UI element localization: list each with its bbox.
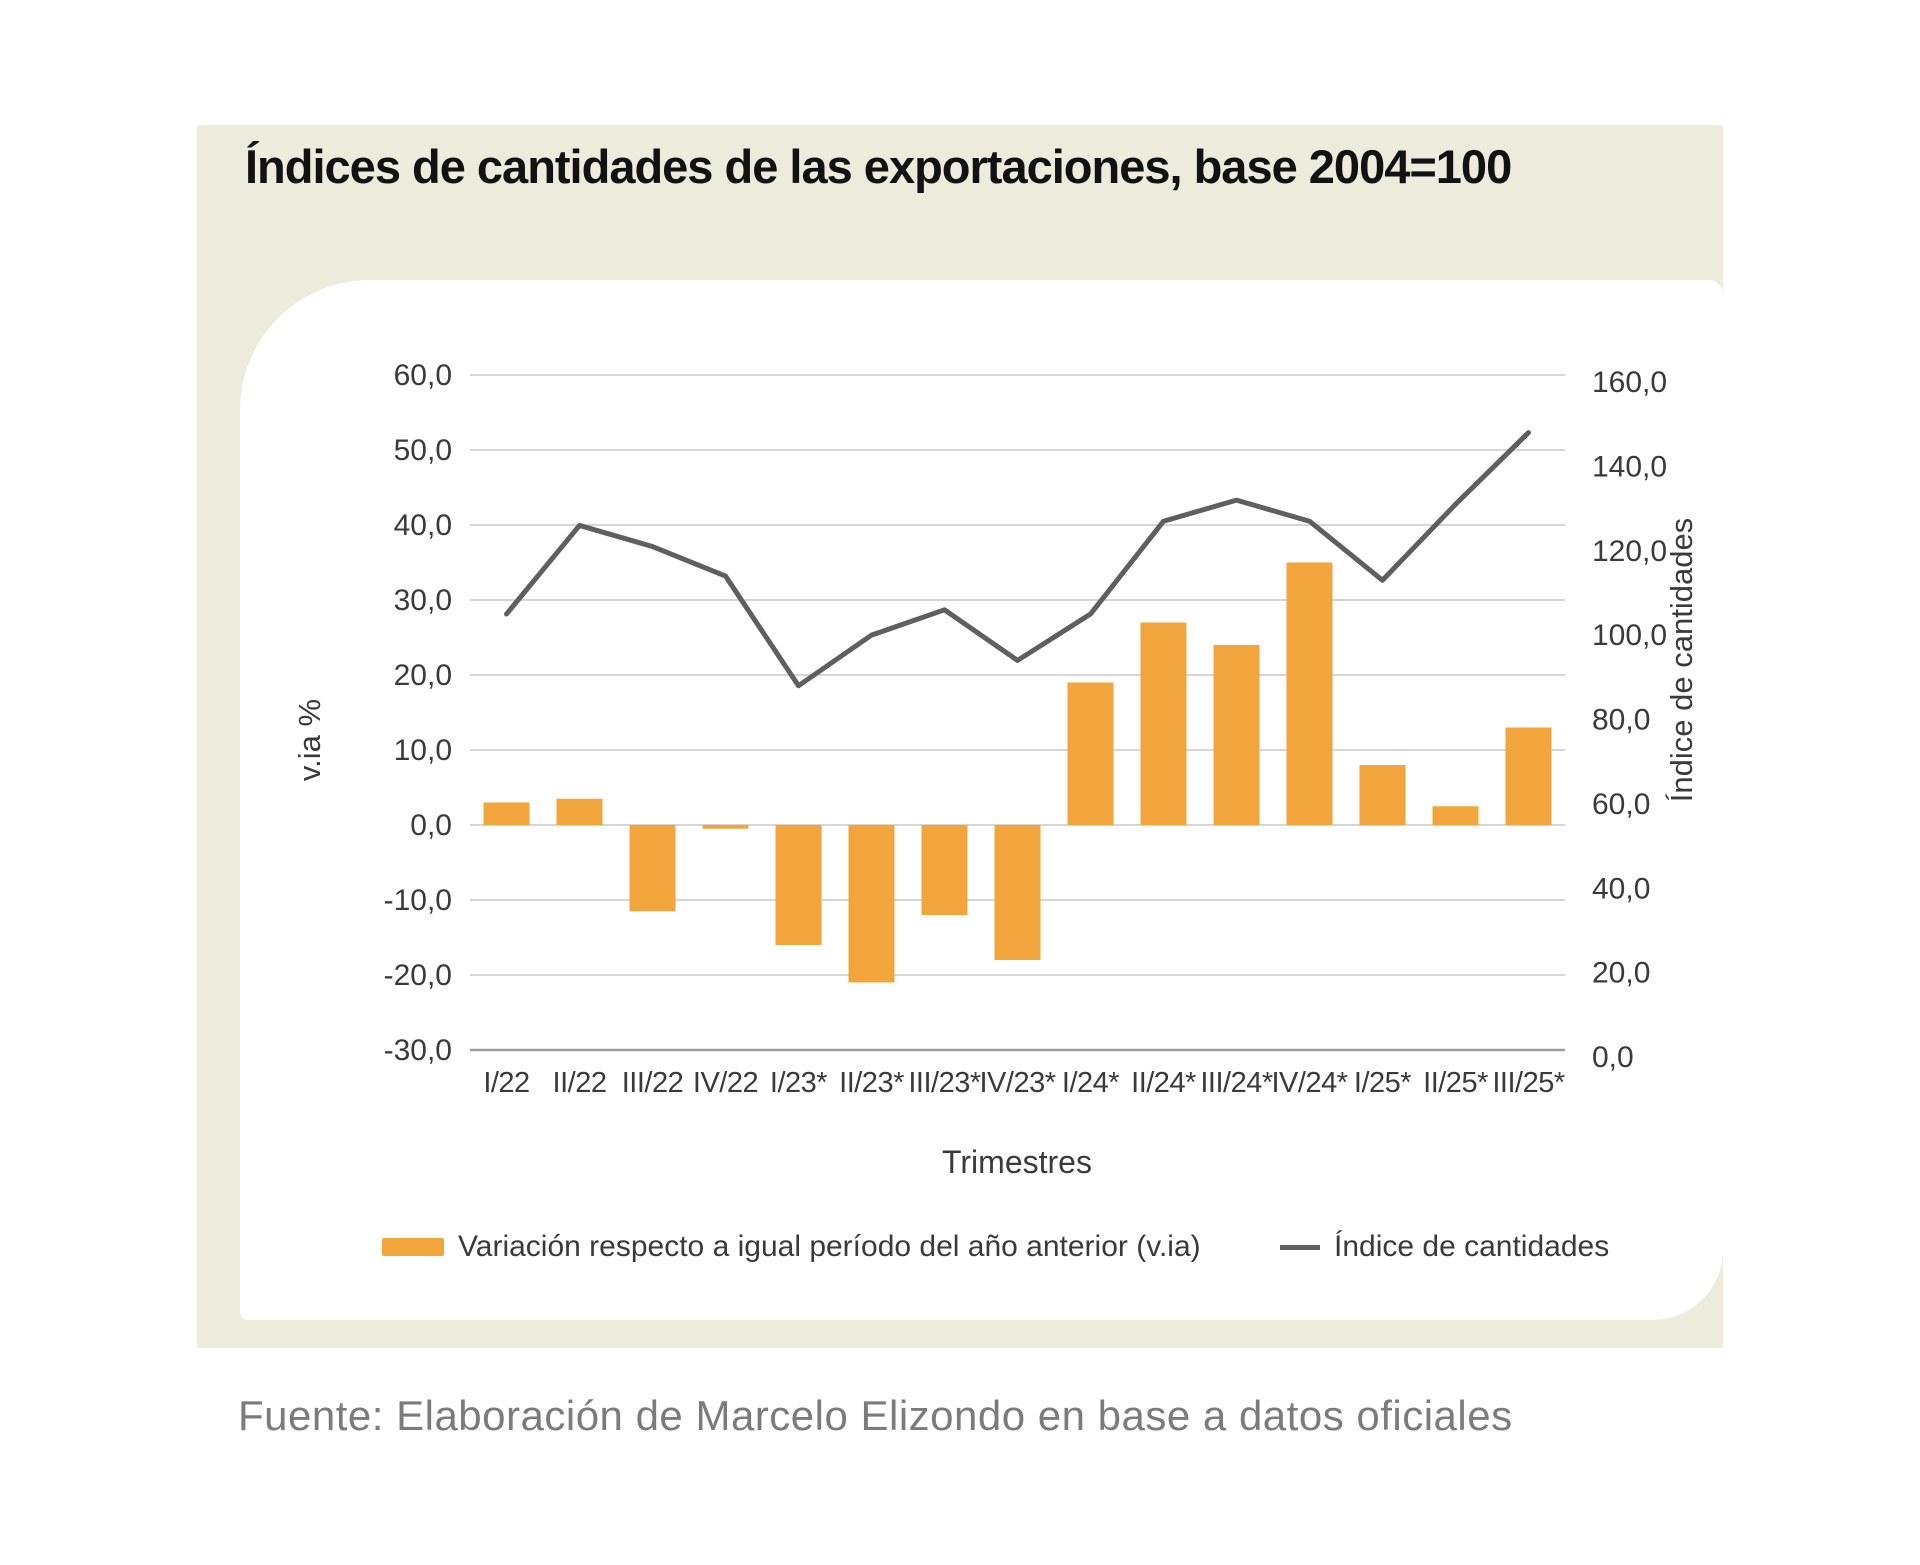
bar-series-label: Variación respecto a igual período del a… xyxy=(458,1230,1201,1263)
bar-III/22 xyxy=(629,825,676,912)
right-tick-label: 140,0 xyxy=(1592,450,1667,483)
bar-II/24* xyxy=(1140,622,1187,825)
plot-card: 60,0 50,0 40,0 30,0 20,0 10,0 0,0 -10,0 -20,0 -30… xyxy=(240,280,1723,1320)
x-tick-label: III/25* xyxy=(1492,1067,1564,1099)
x-tick-label: III/22 xyxy=(622,1067,684,1099)
left-tick-label: 10,0 xyxy=(394,734,452,767)
right-tick-label: 0,0 xyxy=(1592,1041,1634,1074)
right-tick-label: 100,0 xyxy=(1592,619,1667,652)
bar-I/23* xyxy=(775,825,822,945)
x-tick-label: II/22 xyxy=(553,1067,607,1099)
left-tick-label: -30,0 xyxy=(384,1034,452,1067)
left-tick-label: -10,0 xyxy=(384,884,452,917)
x-tick-label: I/22 xyxy=(483,1067,529,1099)
exports-quantity-chart: 60,0 50,0 40,0 30,0 20,0 10,0 0,0 -10,0 -20,0 -30… xyxy=(292,359,1699,1180)
bar-III/24* xyxy=(1213,645,1260,825)
bar-I/24* xyxy=(1067,682,1114,825)
left-tick-label: 0,0 xyxy=(410,809,452,842)
right-tick-label: 40,0 xyxy=(1592,872,1650,905)
x-tick-label: III/23* xyxy=(908,1067,980,1099)
x-tick-label: I/24* xyxy=(1062,1067,1119,1099)
right-tick-label: 120,0 xyxy=(1592,535,1667,568)
legend-item-bars: Variación respecto a igual período del a… xyxy=(382,1230,1201,1264)
x-tick-label: IV/24* xyxy=(1272,1067,1348,1099)
bar-III/25* xyxy=(1505,727,1552,825)
left-axis-title: v.ia % xyxy=(292,699,327,781)
chart-title: Índices de cantidades de las exportacion… xyxy=(245,140,1512,193)
left-tick-label: 30,0 xyxy=(394,584,452,617)
index-line xyxy=(504,430,1531,689)
left-tick-label: 20,0 xyxy=(394,659,452,692)
bar-II/23* xyxy=(848,825,895,983)
x-tick-label: II/24* xyxy=(1131,1067,1196,1099)
x-tick-label: I/25* xyxy=(1354,1067,1411,1099)
bar-I/25* xyxy=(1359,765,1406,825)
x-tick-label: II/23* xyxy=(839,1067,904,1099)
line-series-label: Índice de cantidades xyxy=(1334,1230,1610,1263)
left-tick-label: -20,0 xyxy=(384,959,452,992)
x-tick-label: II/25* xyxy=(1423,1067,1488,1099)
x-tick-label: IV/22 xyxy=(693,1067,758,1099)
bar-IV/24* xyxy=(1286,562,1333,825)
bar-II/22 xyxy=(556,798,603,825)
left-tick-label: 60,0 xyxy=(394,359,452,392)
bar-IV/22 xyxy=(702,825,749,829)
bar-III/23* xyxy=(921,825,968,915)
right-tick-label: 20,0 xyxy=(1592,957,1650,990)
x-tick-label: I/23* xyxy=(770,1067,827,1099)
left-tick-label: 40,0 xyxy=(394,509,452,542)
left-tick-label: 50,0 xyxy=(394,434,452,467)
x-tick-label: IV/23* xyxy=(980,1067,1056,1099)
chart-plot: 60,0 50,0 40,0 30,0 20,0 10,0 0,0 -10,0 -20,0 -30… xyxy=(384,359,1667,1099)
right-tick-label: 80,0 xyxy=(1592,704,1650,737)
bar-II/25* xyxy=(1432,806,1479,825)
right-tick-label: 60,0 xyxy=(1592,788,1650,821)
source-note: Fuente: Elaboración de Marcelo Elizondo … xyxy=(238,1392,1513,1439)
legend-item-line: Índice de cantidades xyxy=(1280,1230,1609,1264)
bar-IV/23* xyxy=(994,825,1041,960)
chart-panel: Índices de cantidades de las exportacion… xyxy=(197,125,1723,1348)
legend: Variación respecto a igual período del a… xyxy=(240,1220,1723,1280)
bar-I/22 xyxy=(483,802,530,825)
line-series-swatch xyxy=(1280,1244,1320,1250)
right-axis-title: Índice de cantidades xyxy=(1664,518,1699,802)
right-tick-label: 160,0 xyxy=(1592,366,1667,399)
x-tick-label: III/24* xyxy=(1200,1067,1272,1099)
bar-series-swatch xyxy=(382,1238,444,1256)
x-axis-title: Trimestres xyxy=(942,1144,1092,1180)
